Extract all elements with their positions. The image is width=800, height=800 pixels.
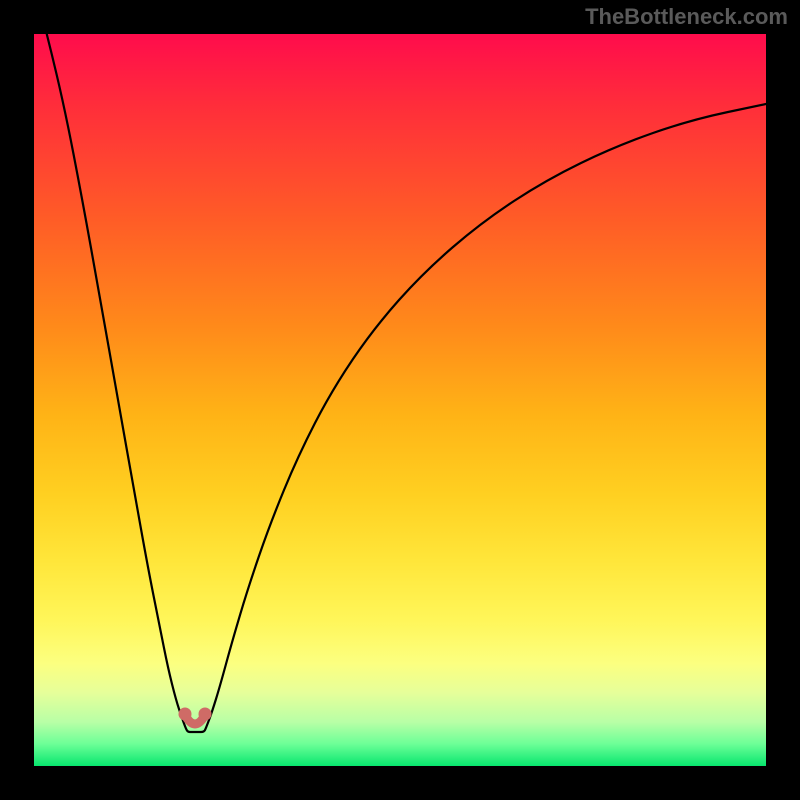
bottleneck-curve [38, 34, 766, 732]
chart-stage: TheBottleneck.com [0, 0, 800, 800]
curve-layer [34, 34, 766, 766]
min-dot-right [199, 708, 212, 721]
watermark-text: TheBottleneck.com [585, 4, 788, 30]
plot-area [34, 34, 766, 766]
min-dot-left [179, 708, 192, 721]
